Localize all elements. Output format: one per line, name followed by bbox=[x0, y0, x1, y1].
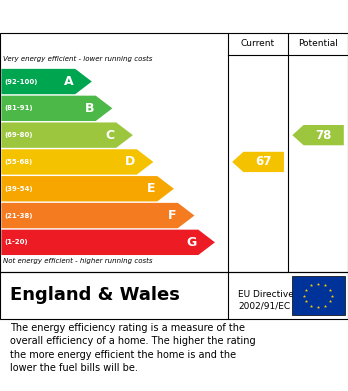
Text: The energy efficiency rating is a measure of the
overall efficiency of a home. T: The energy efficiency rating is a measur… bbox=[10, 323, 256, 373]
Polygon shape bbox=[1, 203, 195, 228]
Bar bbox=[292, 276, 345, 315]
Polygon shape bbox=[1, 230, 215, 255]
Text: 67: 67 bbox=[255, 156, 272, 169]
Text: G: G bbox=[186, 236, 197, 249]
Text: (92-100): (92-100) bbox=[4, 79, 38, 84]
Text: B: B bbox=[85, 102, 94, 115]
Text: (55-68): (55-68) bbox=[4, 159, 32, 165]
Polygon shape bbox=[1, 176, 174, 201]
Text: E: E bbox=[147, 182, 156, 195]
Text: 78: 78 bbox=[316, 129, 332, 142]
Polygon shape bbox=[1, 149, 153, 175]
Polygon shape bbox=[1, 96, 112, 121]
Text: Current: Current bbox=[241, 39, 275, 48]
Text: D: D bbox=[125, 156, 135, 169]
Text: Energy Efficiency Rating: Energy Efficiency Rating bbox=[10, 9, 232, 24]
Text: F: F bbox=[167, 209, 176, 222]
Polygon shape bbox=[232, 152, 284, 172]
Text: EU Directive: EU Directive bbox=[238, 290, 294, 299]
Text: (39-54): (39-54) bbox=[4, 186, 33, 192]
Text: Potential: Potential bbox=[298, 39, 338, 48]
Text: Not energy efficient - higher running costs: Not energy efficient - higher running co… bbox=[3, 258, 153, 264]
Text: 2002/91/EC: 2002/91/EC bbox=[238, 301, 291, 310]
Text: Very energy efficient - lower running costs: Very energy efficient - lower running co… bbox=[3, 56, 153, 62]
Polygon shape bbox=[1, 69, 92, 94]
Text: C: C bbox=[105, 129, 114, 142]
Text: (81-91): (81-91) bbox=[4, 105, 33, 111]
Polygon shape bbox=[1, 122, 133, 148]
Text: England & Wales: England & Wales bbox=[10, 287, 180, 305]
Text: (69-80): (69-80) bbox=[4, 132, 33, 138]
Text: (1-20): (1-20) bbox=[4, 239, 28, 245]
Text: (21-38): (21-38) bbox=[4, 213, 33, 219]
Polygon shape bbox=[292, 125, 344, 145]
Text: A: A bbox=[64, 75, 73, 88]
